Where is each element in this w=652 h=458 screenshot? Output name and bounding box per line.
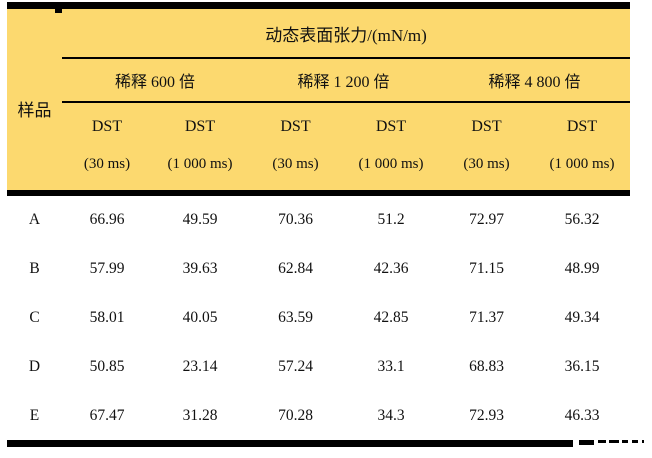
dst-value: 67.47 xyxy=(89,406,125,424)
group-header-dilution-600: 稀释 600 倍 xyxy=(62,59,248,103)
table-row: B 57.99 39.63 62.84 42.36 71.15 48.99 xyxy=(7,245,630,294)
group-header-dilution-4800: 稀释 4 800 倍 xyxy=(439,59,630,103)
scan-artifact-tick xyxy=(55,9,62,13)
column-header-time-30ms: (30 ms) xyxy=(272,156,319,172)
sample-id: B xyxy=(29,260,40,278)
dst-value: 50.85 xyxy=(89,357,125,375)
dst-value: 49.59 xyxy=(182,211,218,229)
dst-value: 66.96 xyxy=(89,211,125,229)
column-header-dst: DST xyxy=(184,118,216,135)
table-bottom-rule xyxy=(7,439,648,447)
dst-value: 71.37 xyxy=(469,308,504,326)
dst-value: 71.15 xyxy=(469,260,504,278)
column-header-time-1000ms: (1 000 ms) xyxy=(549,156,615,172)
sample-id: D xyxy=(28,357,41,375)
dst-value: 57.99 xyxy=(89,260,125,278)
table-row: D 50.85 23.14 57.24 33.1 68.83 36.15 xyxy=(7,342,630,391)
dst-value: 49.34 xyxy=(564,308,600,326)
dst-value: 51.2 xyxy=(377,211,405,229)
sample-id: A xyxy=(28,211,41,229)
dst-value: 72.97 xyxy=(469,211,504,229)
table-title: 动态表面张力/(mN/m) xyxy=(62,9,630,59)
dst-value: 34.3 xyxy=(377,406,405,424)
sample-id: C xyxy=(29,308,40,326)
dst-value: 72.93 xyxy=(469,406,504,424)
bottom-rule-solid xyxy=(7,439,573,447)
dst-table: 样品 动态表面张力/(mN/m) 稀释 600 倍 稀释 1 200 倍 稀释 … xyxy=(7,2,644,447)
scan-artifact-dash xyxy=(622,439,628,443)
dst-value: 33.1 xyxy=(377,357,405,375)
dst-value: 57.24 xyxy=(278,357,313,375)
column-header-time-1000ms: (1 000 ms) xyxy=(358,156,424,172)
dst-value: 68.83 xyxy=(469,357,504,375)
dst-value: 48.99 xyxy=(564,260,600,278)
sample-column-header: 样品 xyxy=(17,101,52,120)
table-top-rule xyxy=(7,2,630,9)
scan-artifact-dash xyxy=(579,439,594,445)
column-header-time-1000ms: (1 000 ms) xyxy=(167,156,233,172)
dst-value: 39.63 xyxy=(182,260,218,278)
column-header-time-30ms: (30 ms) xyxy=(463,156,510,172)
dst-value: 70.28 xyxy=(278,406,313,424)
scan-artifact-dash xyxy=(609,439,619,443)
dst-value: 42.36 xyxy=(373,260,409,278)
column-header-dst: DST xyxy=(566,118,598,135)
header-body-separator-rule xyxy=(7,190,630,196)
column-header-dst: DST xyxy=(91,118,123,135)
table-row: C 58.01 40.05 63.59 42.85 71.37 49.34 xyxy=(7,294,630,343)
table-row: A 66.96 49.59 70.36 51.2 72.97 56.32 xyxy=(7,196,630,245)
table-header: 样品 动态表面张力/(mN/m) 稀释 600 倍 稀释 1 200 倍 稀释 … xyxy=(7,9,630,190)
dst-value: 58.01 xyxy=(89,308,125,326)
dst-value: 63.59 xyxy=(278,308,313,326)
column-header-time-30ms: (30 ms) xyxy=(83,156,131,172)
dst-value: 70.36 xyxy=(278,211,313,229)
dst-value: 42.85 xyxy=(373,308,409,326)
column-header-dst: DST xyxy=(471,118,502,135)
dst-value: 40.05 xyxy=(182,308,218,326)
table-body: A 66.96 49.59 70.36 51.2 72.97 56.32 B 5… xyxy=(7,196,630,440)
group-header-dilution-1200: 稀释 1 200 倍 xyxy=(248,59,439,103)
scan-artifact-dash xyxy=(642,439,644,443)
column-header-dst: DST xyxy=(280,118,311,135)
scan-artifact-dash xyxy=(632,439,638,443)
scan-artifact-dash xyxy=(598,439,606,443)
sample-id: E xyxy=(29,406,40,424)
dst-value: 62.84 xyxy=(278,260,313,278)
table-row: E 67.47 31.28 70.28 34.3 72.93 46.33 xyxy=(7,391,630,440)
dst-value: 23.14 xyxy=(182,357,218,375)
dst-value: 56.32 xyxy=(564,211,600,229)
column-header-dst: DST xyxy=(375,118,407,135)
dst-value: 46.33 xyxy=(564,406,600,424)
dst-value: 36.15 xyxy=(564,357,600,375)
dst-value: 31.28 xyxy=(182,406,218,424)
